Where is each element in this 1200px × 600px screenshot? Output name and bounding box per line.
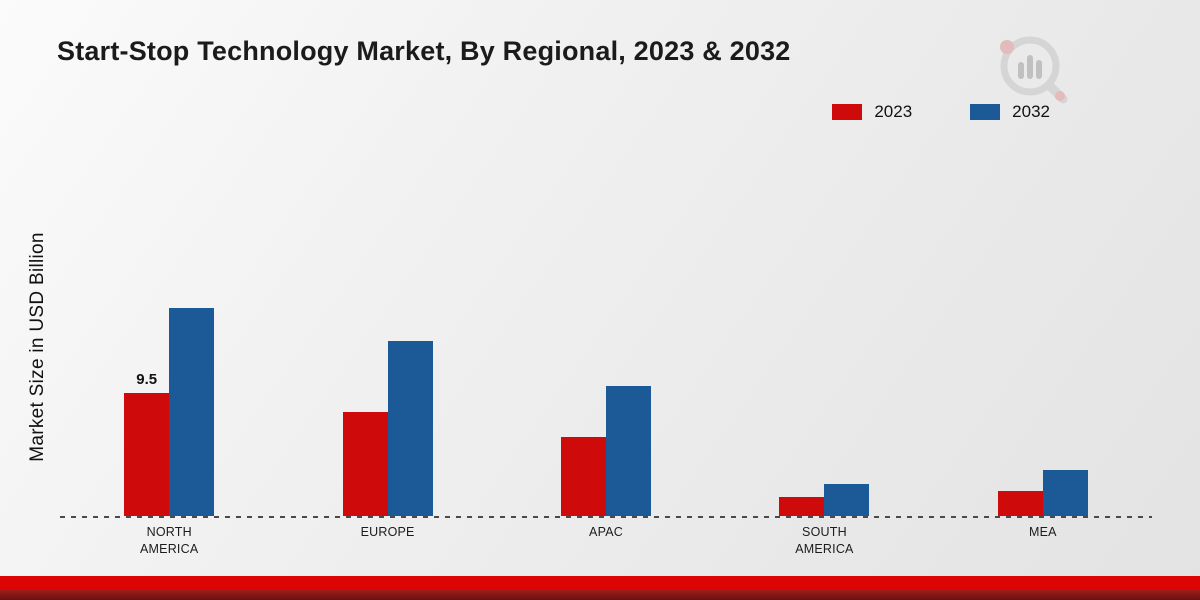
bar-wrap-2023-europe [342,412,388,516]
bar-2023-south-america [779,497,825,516]
bar-value-label-2023-north-america: 9.5 [136,371,158,388]
bar-2032-europe [387,341,433,516]
chart-legend: 2023 2032 [832,102,1050,122]
bar-2023-north-america [124,393,170,516]
bar-wrap-2023-south-america [779,497,825,516]
bar-groups: 9.5 [60,276,1152,516]
bar-2023-europe [342,412,388,516]
footer-maroon-stripe [0,589,1200,600]
bar-wrap-2032-europe [387,341,433,516]
bar-wrap-2032-apac [606,386,652,516]
bar-group-north-america: 9.5 [60,276,278,516]
bar-wrap-2032-south-america [824,484,870,516]
legend-label-2023: 2023 [874,102,913,121]
legend-swatch-2032 [970,104,1001,120]
legend-label-2032: 2032 [1012,102,1050,121]
bar-wrap-2023-apac [561,437,607,516]
magnifier-chart-logo-icon [994,32,1072,115]
bar-2032-south-america [824,484,870,516]
bar-2032-mea [1042,470,1088,516]
bar-wrap-2032-north-america [169,308,215,516]
x-axis-baseline [60,516,1152,518]
category-label-mea: MEA [1028,525,1057,539]
bar-2032-north-america [169,308,215,516]
bar-wrap-2023-mea [997,491,1043,516]
category-labels: NORTH AMERICA EUROPE APAC SOUTH AMERICA MEA [60,524,1152,558]
bar-wrap-2032-mea [1042,470,1088,516]
bar-group-apac [497,276,715,516]
bars-apac [561,386,652,516]
bar-group-europe [278,276,496,516]
bars-mea [997,470,1088,516]
bar-group-south-america [715,276,933,516]
plot-area: 9.5 NORTH AMERICA EUROPE APAC SOUTH AMERICA… [60,276,1152,576]
bars-europe [342,341,433,516]
bar-2023-apac [561,437,607,516]
category-label-north-america: NORTH AMERICA [140,525,199,556]
y-axis-label: Market Size in USD Billion [27,232,48,462]
chart-title: Start-Stop Technology Market, By Regiona… [57,36,791,66]
category-label-apac: APAC [589,525,623,539]
legend-swatch-2023 [832,104,863,120]
legend-item-2032: 2032 [970,102,1050,122]
category-label-europe: EUROPE [360,525,415,539]
bar-2032-apac [606,386,652,516]
bar-2023-mea [997,491,1043,516]
footer-red-stripe [0,576,1200,589]
bar-wrap-2023-north-america: 9.5 [124,371,170,516]
bars-north-america: 9.5 [124,308,215,516]
category-label-south-america: SOUTH AMERICA [795,525,854,556]
legend-item-2023: 2023 [832,102,912,122]
bar-group-mea [934,276,1152,516]
bars-south-america [779,484,870,516]
